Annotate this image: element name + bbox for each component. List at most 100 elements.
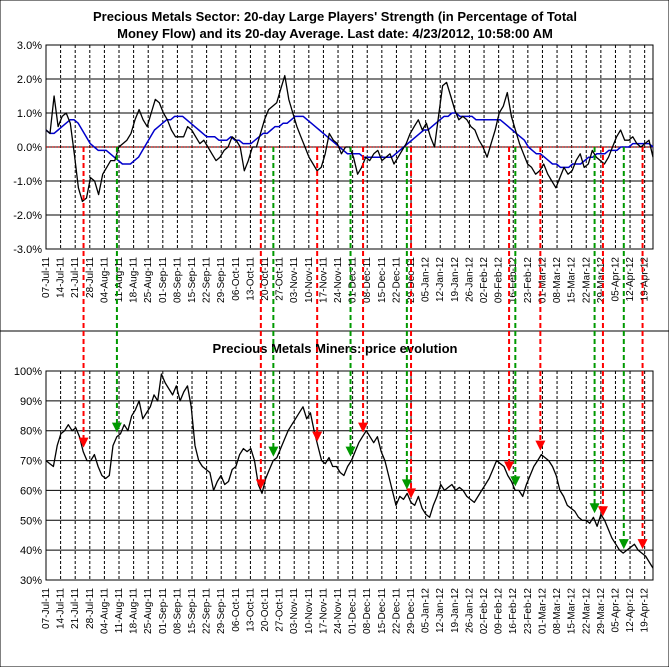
bottom-y-tick-label: 80% [20,426,42,438]
bottom-x-tick-label: 22-Mar-12 [581,588,592,635]
top-x-tick-label: 14-Jul-11 [56,257,67,298]
bottom-x-tick-label: 28-Jul-11 [85,588,96,629]
top-x-tick-label: 05-Apr-12 [610,257,621,302]
top-y-tick-label: -1.0% [13,176,42,188]
sell-arrow-head [406,488,417,499]
sell-arrow-head [78,437,89,448]
bottom-x-tick-label: 06-Oct-11 [231,588,242,632]
bottom-x-tick-label: 15-Sep-11 [187,588,198,634]
bottom-x-tick-label: 29-Sep-11 [216,588,227,634]
top-x-tick-label: 15-Dec-11 [377,257,388,303]
bottom-x-tick-label: 05-Jan-12 [421,588,432,633]
bottom-y-tick-label: 70% [20,456,42,468]
top-x-tick-label: 08-Mar-12 [552,257,563,304]
bottom-chart-title: Precious Metals Miners: price evolution [213,341,458,356]
bottom-y-tick-label: 100% [14,366,42,378]
top-x-tick-label: 20-Oct-11 [260,257,271,301]
bottom-x-tick-label: 29-Dec-11 [406,588,417,634]
top-x-tick-label: 16-Feb-12 [508,257,519,304]
bottom-y-tick-label: 30% [20,575,42,587]
bottom-x-tick-label: 27-Oct-11 [275,588,286,632]
top-x-tick-label: 15-Mar-12 [567,257,578,304]
bottom-x-tick-label: 05-Apr-12 [610,588,621,633]
bottom-x-tick-label: 12-Apr-12 [625,588,636,633]
bottom-x-tick-label: 15-Mar-12 [567,588,578,635]
top-y-tick-label: -3.0% [13,244,42,256]
top-x-tick-label: 08-Sep-11 [172,257,183,303]
bottom-x-tick-label: 23-Feb-12 [523,588,534,635]
bottom-x-tick-label: 15-Dec-11 [377,588,388,634]
top-x-tick-label: 17-Nov-11 [318,257,329,303]
top-x-tick-label: 10-Nov-11 [304,257,315,303]
buy-arrow-head [111,422,122,433]
signal-arrows [78,147,648,550]
top-y-tick-label: -2.0% [13,210,42,222]
bottom-x-tick-label: 20-Oct-11 [260,588,271,632]
sell-arrow-head [312,431,323,442]
bottom-x-tick-label: 19-Apr-12 [640,588,651,633]
top-y-tick-label: 3.0% [17,40,42,52]
buy-arrow-head [345,446,356,457]
top-x-tick-label: 01-Sep-11 [158,257,169,303]
top-chart-title-line1: Precious Metals Sector: 20-day Large Pla… [93,9,577,24]
sell-arrow-head [255,479,266,490]
top-x-tick-label: 02-Feb-12 [479,257,490,304]
top-x-tick-label: 15-Sep-11 [187,257,198,303]
buy-arrow-head [268,446,279,457]
buy-arrow-head [618,539,629,550]
top-x-tick-label: 08-Dec-11 [362,257,373,303]
top-x-tick-label: 27-Oct-11 [275,257,286,301]
top-x-tick-label: 22-Dec-11 [391,257,402,303]
top-x-tick-label: 19-Jan-12 [450,257,461,302]
bottom-x-tick-label: 22-Sep-11 [202,588,213,634]
top-x-tick-label: 04-Aug-11 [99,257,110,303]
bottom-x-tick-label: 04-Aug-11 [99,588,110,634]
bottom-x-tick-label: 11-Aug-11 [114,588,125,634]
bottom-x-tick-label: 07-Jul-11 [41,588,52,629]
bottom-x-tick-label: 13-Oct-11 [245,588,256,632]
bottom-x-tick-label: 08-Mar-12 [552,588,563,635]
top-strength-line [45,74,654,203]
bottom-x-tick-label: 08-Dec-11 [362,588,373,634]
bottom-x-tick-label: 14-Jul-11 [56,588,67,629]
sell-arrow-head [597,506,608,517]
bottom-x-tick-label: 29-Mar-12 [596,588,607,635]
bottom-x-tick-label: 01-Mar-12 [537,588,548,635]
top-x-tick-label: 25-Aug-11 [143,257,154,303]
top-x-tick-label: 26-Jan-12 [464,257,475,302]
top-x-tick-label: 23-Feb-12 [523,257,534,304]
top-x-tick-label: 18-Aug-11 [129,257,140,303]
buy-arrow-head [510,476,521,487]
bottom-x-tick-label: 17-Nov-11 [318,588,329,634]
bottom-x-tick-label: 18-Aug-11 [129,588,140,634]
top-y-tick-label: 0.0% [17,142,42,154]
bottom-x-tick-label: 16-Feb-12 [508,588,519,635]
top-x-tick-label: 24-Nov-11 [333,257,344,303]
bottom-y-tick-label: 90% [20,396,42,408]
top-x-tick-label: 01-Dec-11 [348,257,359,303]
top-x-tick-label: 01-Mar-12 [537,257,548,304]
top-x-tick-label: 21-Jul-11 [70,257,81,298]
bottom-x-tick-label: 12-Jan-12 [435,588,446,633]
top-x-tick-label: 12-Jan-12 [435,257,446,302]
bottom-y-tick-label: 40% [20,545,42,557]
top-average-line [45,112,654,169]
top-x-tick-label: 07-Jul-11 [41,257,52,298]
bottom-x-tick-label: 01-Dec-11 [348,588,359,634]
bottom-x-tick-label: 26-Jan-12 [464,588,475,633]
bottom-x-tick-label: 22-Dec-11 [391,588,402,634]
sell-arrow-head [358,422,369,433]
top-x-tick-label: 09-Feb-12 [494,257,505,304]
sell-arrow-head [535,440,546,451]
bottom-plot-border [45,370,654,581]
bottom-x-tick-label: 01-Sep-11 [158,588,169,634]
bottom-y-tick-label: 50% [20,515,42,527]
top-x-tick-label: 03-Nov-11 [289,257,300,303]
bottom-x-tick-label: 10-Nov-11 [304,588,315,634]
buy-arrow-head [401,479,412,490]
top-x-tick-label: 19-Apr-12 [640,257,651,302]
top-x-tick-label: 22-Mar-12 [581,257,592,304]
